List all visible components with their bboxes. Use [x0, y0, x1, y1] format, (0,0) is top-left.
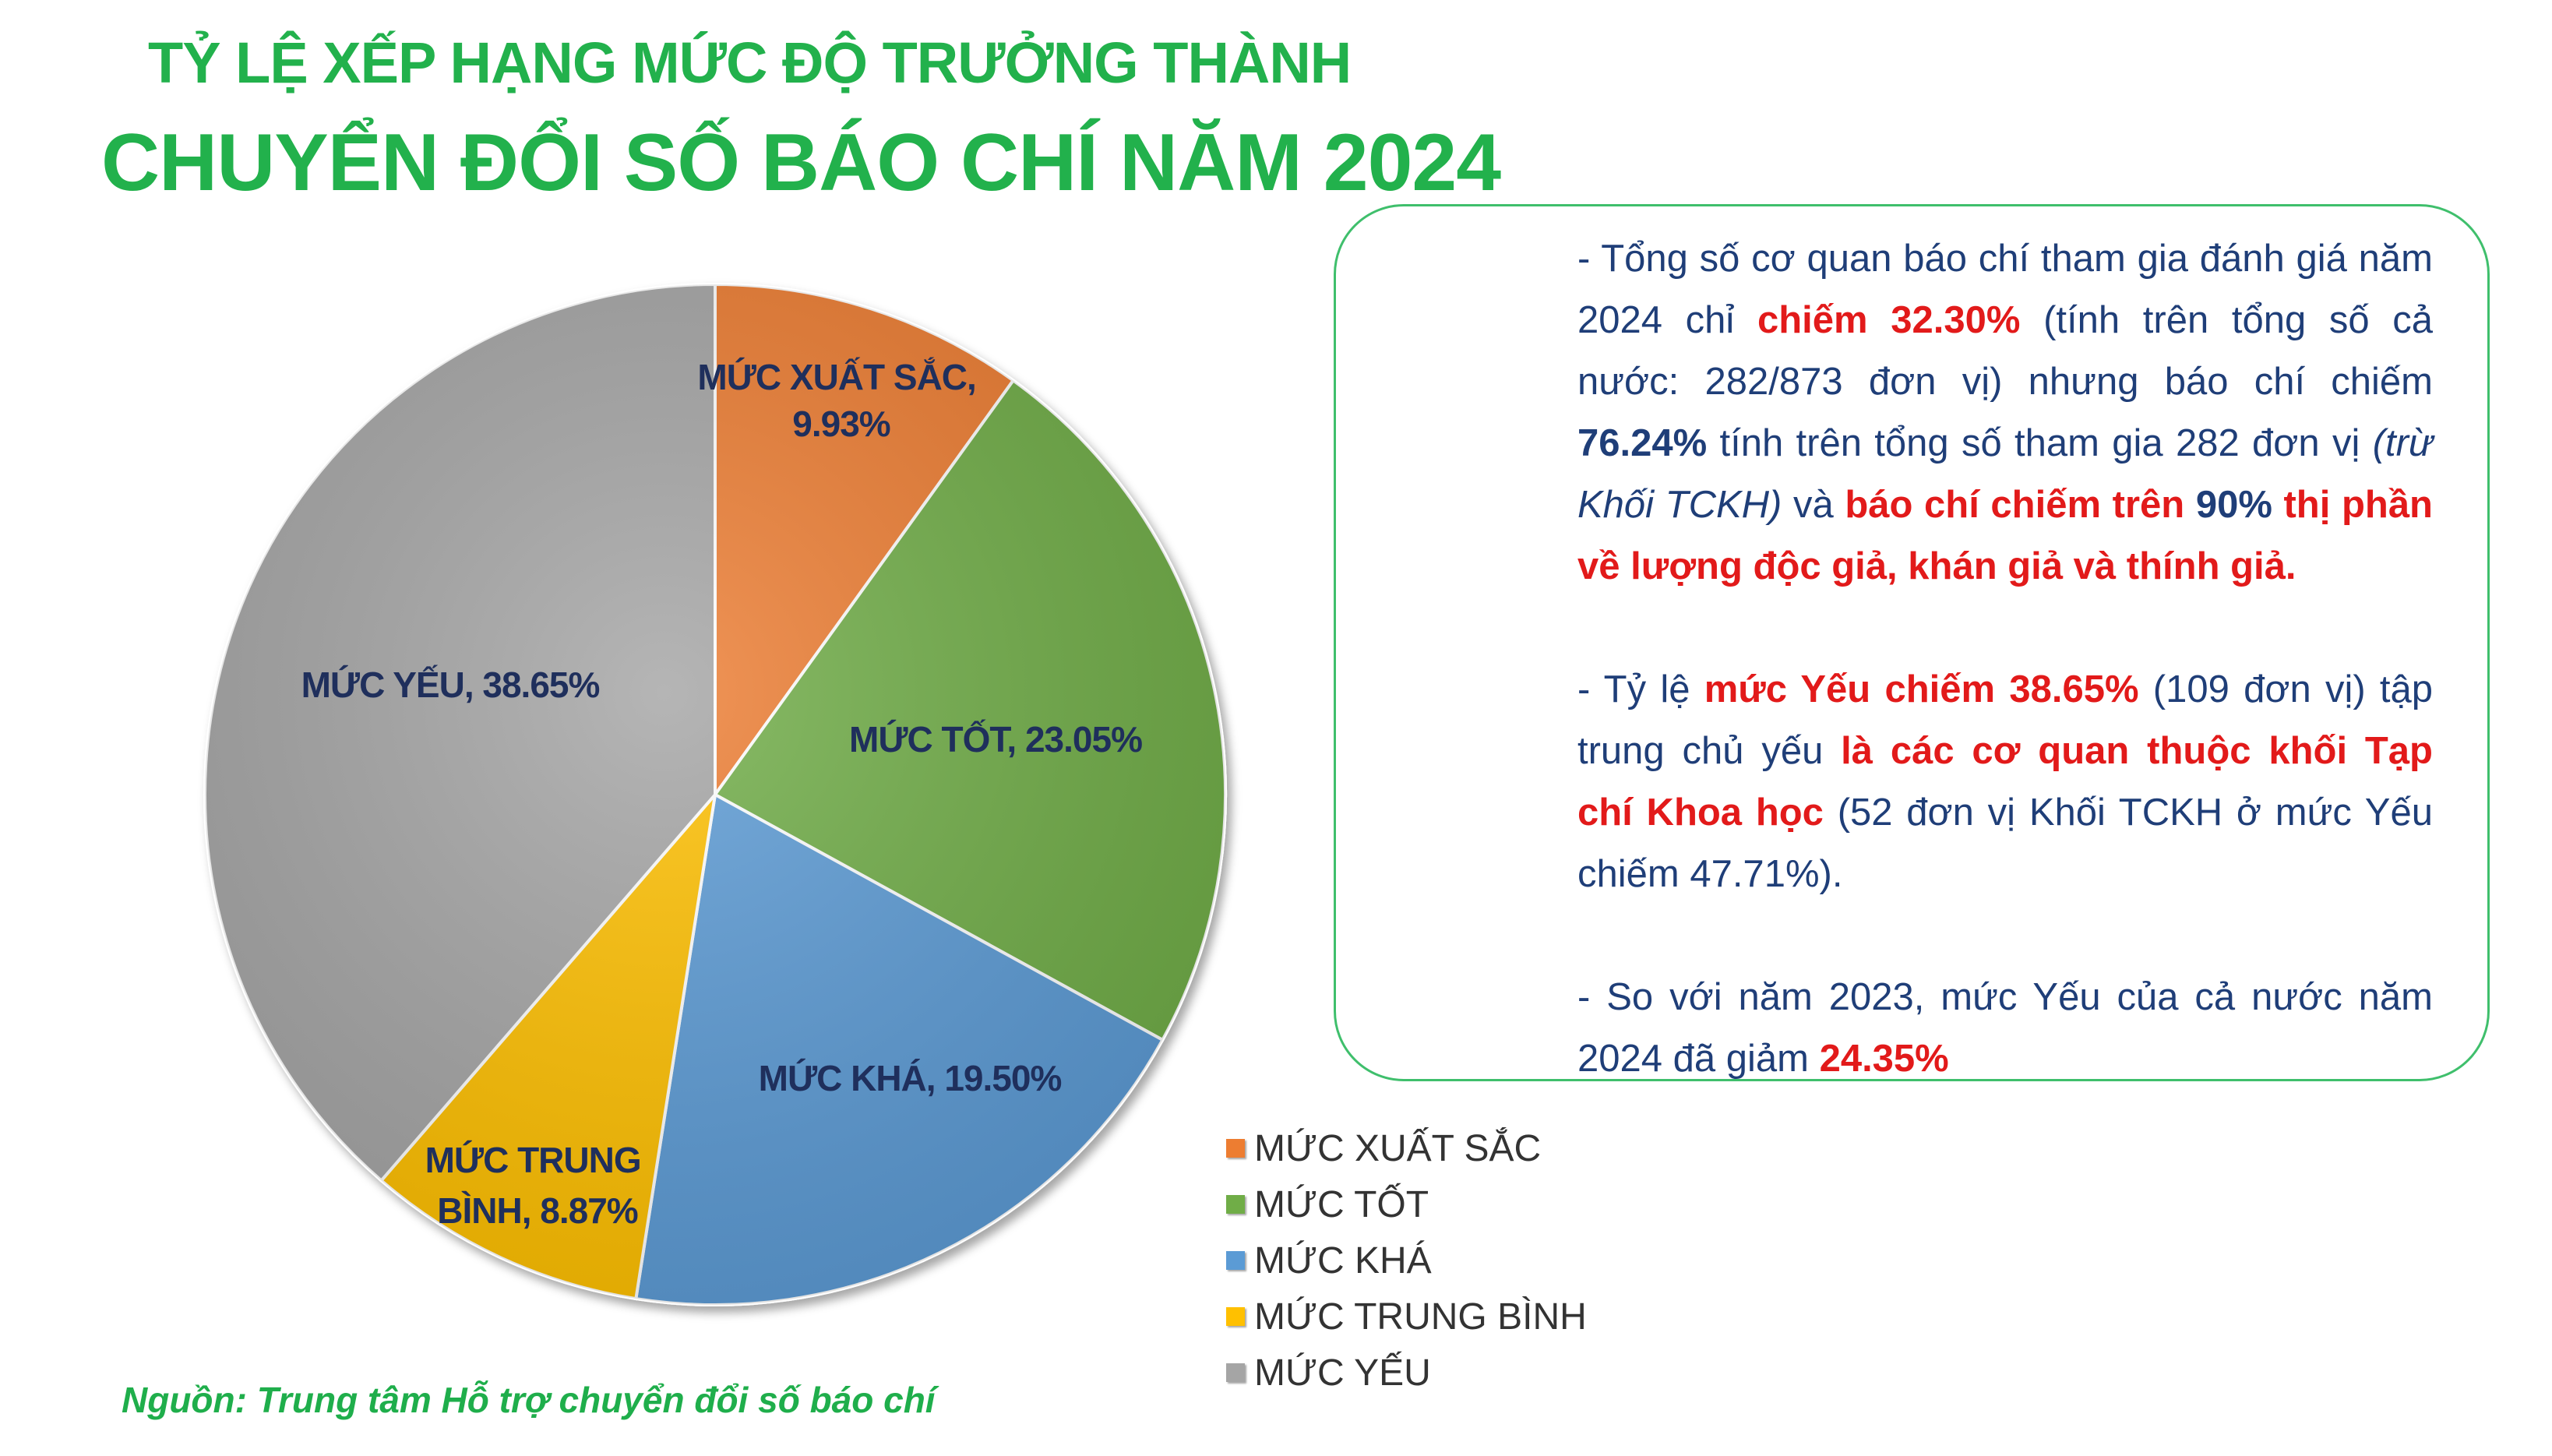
legend-swatch-yeu — [1226, 1363, 1245, 1382]
data-label-xuat-sac: MỨC XUẤT SẮC, 9.93% — [697, 357, 985, 444]
p2-highlight-journals: là các cơ quan thuộc khối Tạp chí Khoa h… — [1577, 730, 2433, 834]
info-paragraph-1: - Tổng số cơ quan báo chí tham gia đánh … — [1391, 228, 2433, 598]
p1-highlight-90: 90% — [2195, 484, 2272, 526]
data-label-trung-binh-line-2: BÌNH, 8.87% — [437, 1190, 638, 1231]
p1-text-c: (tính trên tổng số cả nước: 282/873 đơn … — [1577, 299, 2434, 403]
legend-swatch-tot — [1226, 1195, 1245, 1214]
p3-text-a: - So với năm 2023, mức Yếu của cả nước n… — [1577, 976, 2433, 1080]
chart-title-line-2: CHUYỂN ĐỔI SỐ BÁO CHÍ NĂM 2024 — [101, 118, 1501, 208]
data-label-tot-line-1: MỨC TỐT, 23.05% — [849, 719, 1142, 760]
legend-label-yeu: MỨC YẾU — [1254, 1352, 1431, 1394]
chart-legend: MỨC XUẤT SẮC MỨC TỐT MỨC KHÁ MỨC TRUNG B… — [1226, 1120, 1587, 1401]
p1-text-g: và — [1782, 484, 1845, 526]
info-paragraph-3: - So với năm 2023, mức Yếu của cả nước n… — [1391, 967, 2433, 1090]
p2-text-a: - Tỷ lệ — [1577, 668, 1704, 710]
pie-chart: MỨC XUẤT SẮC, 9.93% MỨC TỐT, 23.05% MỨC … — [203, 282, 1227, 1306]
data-label-kha: MỨC KHÁ, 19.50% — [759, 1058, 1062, 1098]
data-label-yeu: MỨC YẾU, 38.65% — [301, 665, 600, 705]
legend-swatch-kha — [1226, 1251, 1245, 1270]
info-paragraph-2: - Tỷ lệ mức Yếu chiếm 38.65% (109 đơn vị… — [1391, 659, 2433, 905]
p1-highlight-j: thị phần về lượng độc giả, khán giả và t… — [1577, 484, 2433, 587]
p1-text-excl: (trừ Khối TCKH) — [1577, 422, 2433, 526]
p3-highlight-decrease: 24.35% — [1819, 1038, 1949, 1080]
p1-text-e: tính trên tổng số tham gia 282 đơn vị — [1707, 422, 2373, 464]
data-label-xuat-sac-line-1: MỨC XUẤT SẮC, — [697, 357, 975, 397]
legend-label-xuat-sac: MỨC XUẤT SẮC — [1254, 1127, 1542, 1169]
data-label-xuat-sac-line-2: 9.93% — [792, 404, 890, 444]
legend-label-kha: MỨC KHÁ — [1254, 1239, 1432, 1281]
data-label-trung-binh-line-1: MỨC TRUNG — [425, 1140, 641, 1180]
legend-label-tot: MỨC TỐT — [1254, 1183, 1429, 1225]
p1-highlight-press-share: 76.24% — [1577, 422, 1708, 464]
p1-text-a: - Tổng số cơ quan báo chí tham gia đánh … — [1577, 238, 2433, 341]
p2-text-c: (109 đơn vị) tập trung chủ yếu — [1577, 668, 2434, 772]
legend-item-yeu: MỨC YẾU — [1226, 1345, 1587, 1401]
data-label-tot: MỨC TỐT, 23.05% — [849, 719, 1142, 760]
data-label-trung-binh: MỨC TRUNG BÌNH, 8.87% — [425, 1140, 650, 1231]
data-label-yeu-line-1: MỨC YẾU, 38.65% — [301, 665, 600, 705]
legend-swatch-xuat-sac — [1226, 1139, 1245, 1158]
legend-item-xuat-sac: MỨC XUẤT SẮC — [1226, 1120, 1587, 1176]
p1-highlight-share: chiếm 32.30% — [1757, 299, 2021, 341]
p2-text-e: (52 đơn vị Khối TCKH ở mức Yếu chiếm 47.… — [1577, 791, 2433, 895]
legend-item-tot: MỨC TỐT — [1226, 1176, 1587, 1232]
legend-label-trung-binh: MỨC TRUNG BÌNH — [1254, 1296, 1587, 1338]
legend-item-trung-binh: MỨC TRUNG BÌNH — [1226, 1289, 1587, 1345]
data-label-kha-line-1: MỨC KHÁ, 19.50% — [759, 1058, 1062, 1098]
p1-highlight-h: báo chí chiếm trên — [1845, 484, 2196, 526]
legend-swatch-trung-binh — [1226, 1307, 1245, 1326]
info-panel: - Tổng số cơ quan báo chí tham gia đánh … — [1334, 204, 2490, 1081]
chart-title-line-1: TỶ LỆ XẾP HẠNG MỨC ĐỘ TRƯỞNG THÀNH — [148, 30, 1352, 95]
legend-item-kha: MỨC KHÁ — [1226, 1232, 1587, 1289]
p2-highlight-weak: mức Yếu chiếm 38.65% — [1704, 668, 2139, 710]
source-note: Nguồn: Trung tâm Hỗ trợ chuyển đổi số bá… — [122, 1380, 936, 1420]
